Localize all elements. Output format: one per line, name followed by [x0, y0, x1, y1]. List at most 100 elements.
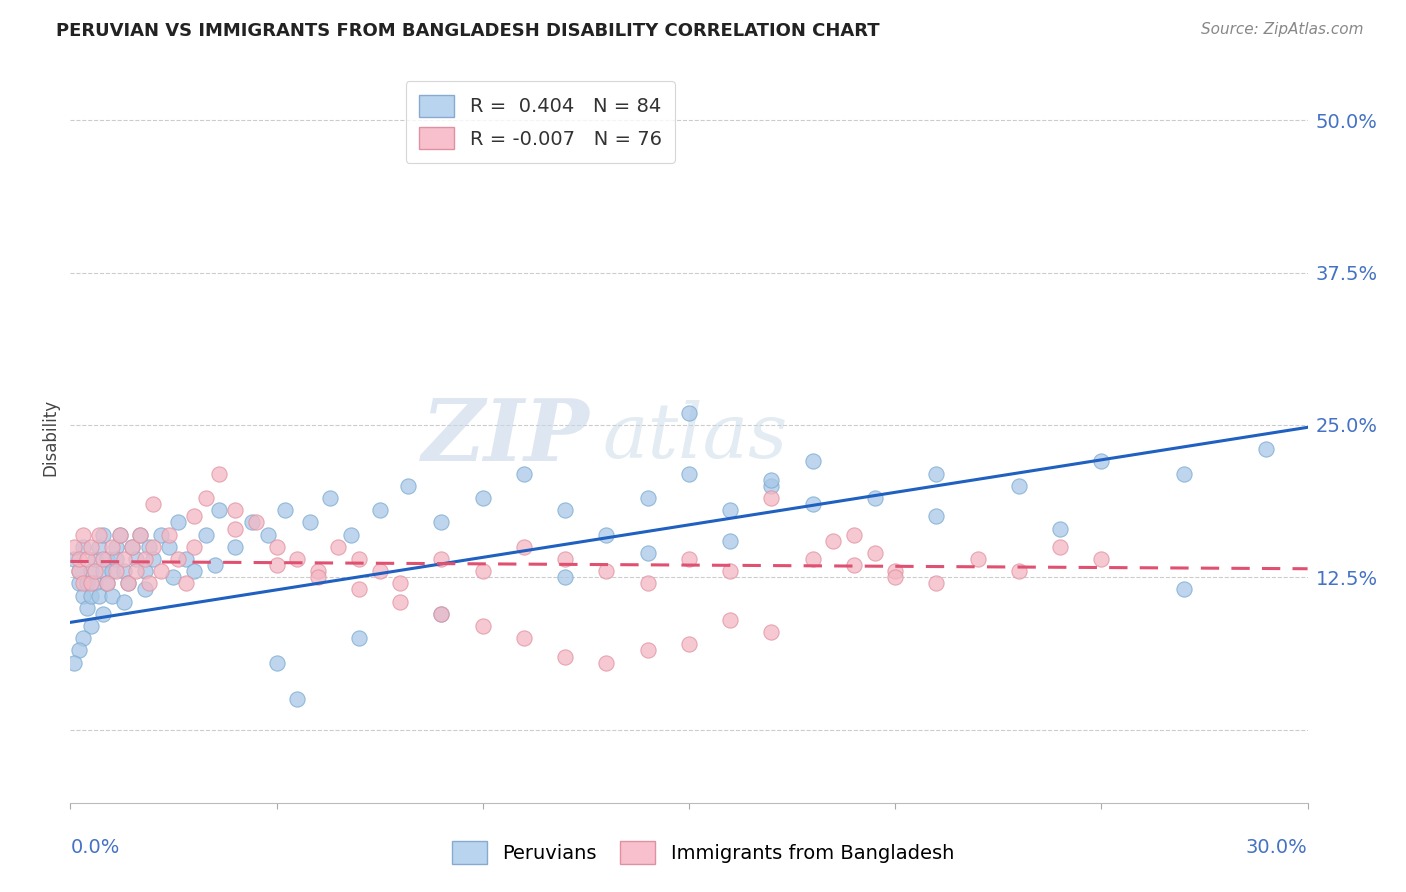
Point [863, 546, 886, 560]
Point [842, 527, 865, 541]
Point [801, 454, 824, 468]
Point [150, 527, 173, 541]
Point [174, 552, 197, 566]
Point [595, 527, 617, 541]
Point [884, 564, 907, 578]
Point [1008, 479, 1031, 493]
Point [67, 552, 90, 566]
Point [554, 503, 576, 517]
Point [183, 509, 205, 524]
Point [80, 619, 103, 633]
Point [67, 576, 90, 591]
Point [761, 491, 783, 505]
Point [91, 552, 114, 566]
Point [134, 564, 156, 578]
Point [554, 552, 576, 566]
Point [174, 576, 197, 591]
Point [678, 467, 700, 481]
Point [157, 540, 180, 554]
Point [63, 552, 86, 566]
Point [240, 516, 263, 530]
Point [398, 479, 420, 493]
Text: 0.0%: 0.0% [70, 838, 120, 857]
Point [157, 527, 180, 541]
Point [637, 491, 659, 505]
Point [121, 540, 143, 554]
Point [274, 503, 297, 517]
Point [925, 467, 948, 481]
Point [150, 564, 173, 578]
Point [112, 564, 135, 578]
Point [67, 643, 90, 657]
Point [224, 540, 246, 554]
Point [162, 570, 184, 584]
Point [368, 503, 391, 517]
Point [100, 540, 122, 554]
Point [637, 546, 659, 560]
Point [884, 570, 907, 584]
Point [245, 516, 267, 530]
Text: 30.0%: 30.0% [1246, 838, 1308, 857]
Point [513, 467, 536, 481]
Point [104, 564, 127, 578]
Point [257, 527, 280, 541]
Point [471, 619, 494, 633]
Point [72, 589, 94, 603]
Point [166, 516, 188, 530]
Point [718, 533, 741, 548]
Point [718, 613, 741, 627]
Point [80, 576, 103, 591]
Point [72, 632, 94, 646]
Text: atlas: atlas [602, 401, 787, 474]
Legend: R =  0.404   N = 84, R = -0.007   N = 76: R = 0.404 N = 84, R = -0.007 N = 76 [405, 81, 675, 163]
Point [125, 552, 148, 566]
Point [208, 467, 231, 481]
Point [595, 656, 617, 670]
Point [430, 607, 453, 621]
Point [183, 564, 205, 578]
Point [96, 576, 118, 591]
Point [89, 527, 111, 541]
Point [76, 576, 98, 591]
Point [138, 576, 160, 591]
Point [104, 540, 127, 554]
Point [1173, 582, 1195, 597]
Point [339, 527, 361, 541]
Point [761, 479, 783, 493]
Point [678, 406, 700, 420]
Point [76, 552, 98, 566]
Point [347, 552, 370, 566]
Point [63, 540, 86, 554]
Point [1049, 521, 1071, 535]
Point [91, 527, 114, 541]
Point [368, 564, 391, 578]
Point [554, 649, 576, 664]
Point [80, 564, 103, 578]
Point [637, 643, 659, 657]
Point [298, 516, 321, 530]
Point [761, 625, 783, 640]
Point [224, 521, 246, 535]
Point [595, 564, 617, 578]
Point [266, 656, 288, 670]
Point [347, 582, 370, 597]
Point [195, 491, 218, 505]
Point [166, 552, 188, 566]
Point [142, 552, 165, 566]
Point [266, 558, 288, 573]
Point [1090, 552, 1112, 566]
Point [1090, 454, 1112, 468]
Point [319, 491, 342, 505]
Point [863, 491, 886, 505]
Y-axis label: Disability: Disability [41, 399, 59, 475]
Point [925, 576, 948, 591]
Text: Source: ZipAtlas.com: Source: ZipAtlas.com [1201, 22, 1364, 37]
Point [389, 595, 412, 609]
Point [1256, 442, 1278, 457]
Point [84, 576, 107, 591]
Point [285, 552, 308, 566]
Point [125, 564, 148, 578]
Point [117, 576, 139, 591]
Point [1049, 540, 1071, 554]
Point [761, 473, 783, 487]
